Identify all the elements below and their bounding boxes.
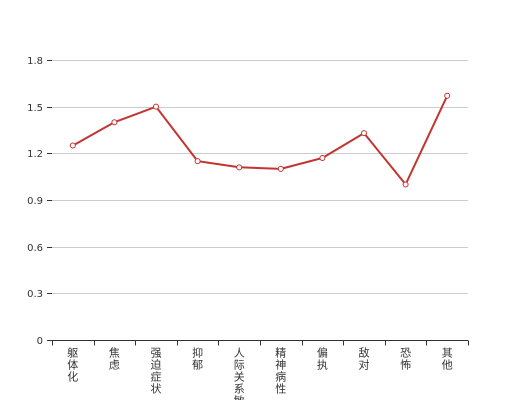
data-point (319, 155, 326, 161)
x-tick-label-char: 焦 (109, 347, 120, 360)
x-tick-label-char: 抑 (192, 346, 203, 360)
x-tick-label: 抑郁 (192, 346, 203, 372)
y-tick-label: 1.2 (27, 149, 43, 160)
y-tick-label: 1.8 (27, 56, 43, 67)
x-tick-label-char: 关 (234, 370, 245, 384)
data-point (69, 142, 76, 149)
x-tick-label-char: 强 (151, 347, 162, 360)
x-tick-label-char: 对 (359, 358, 370, 372)
x-tick-label-char: 病 (275, 370, 286, 384)
data-points (69, 92, 451, 188)
x-tick-label-char: 症 (151, 370, 162, 384)
x-tick-label-char: 敌 (359, 346, 370, 360)
y-tick-label: 0.3 (27, 289, 43, 300)
x-tick-label-char: 虑 (109, 359, 120, 372)
x-tick-label-char: 敏 (234, 394, 245, 400)
y-tick-label: 0.6 (27, 243, 43, 254)
x-tick-label-char: 系 (234, 383, 245, 396)
x-tick-label: 其他 (442, 347, 453, 372)
x-tick-label-char: 偏 (317, 346, 328, 360)
series-layer (72, 95, 449, 186)
y-axis: 0 0.3 0.6 0.9 1.2 1.5 1.8 (27, 56, 52, 347)
x-tick-label-char: 际 (234, 359, 245, 372)
x-tick-label-char: 他 (442, 359, 453, 372)
data-point (444, 92, 451, 99)
x-tick-label-char: 执 (317, 358, 328, 372)
data-point (111, 119, 118, 126)
data-point (194, 158, 201, 165)
x-tick-label-char: 恐 (400, 347, 411, 360)
x-tick-label-char: 迫 (151, 358, 162, 372)
y-tick-label: 0 (37, 336, 43, 347)
x-tick-label-char: 化 (67, 370, 78, 384)
x-tick-label-char: 神 (275, 358, 286, 372)
x-tick-label: 焦虑 (109, 347, 120, 372)
data-point (361, 130, 367, 137)
x-tick-label: 偏执 (317, 346, 328, 372)
y-tick-label: 0.9 (27, 196, 43, 207)
data-point (277, 165, 284, 172)
x-tick-label-char: 其 (442, 347, 453, 360)
x-tick-label-char: 性 (275, 382, 286, 396)
data-point (153, 103, 159, 110)
data-point (236, 164, 243, 171)
x-tick-label-char: 状 (151, 382, 162, 396)
x-tick-label-char: 怖 (400, 358, 411, 372)
x-tick-label: 人际关系敏 (234, 347, 245, 400)
x-tick-label: 敌对 (359, 346, 370, 372)
x-axis: 躯体化焦虑强迫症状抑郁人际关系敏精神病性偏执敌对恐怖其他 (52, 340, 469, 400)
series-line (72, 95, 449, 186)
y-tick-label: 1.5 (27, 103, 43, 114)
x-tick-label: 躯体化 (67, 347, 78, 384)
x-tick-label-char: 精 (275, 347, 286, 360)
data-point (402, 181, 409, 188)
x-tick-label-char: 人 (234, 347, 245, 360)
x-tick-label-char: 体 (67, 358, 78, 372)
x-tick-label-char: 郁 (192, 358, 203, 372)
x-tick-label: 恐怖 (400, 347, 411, 372)
grid-lines (52, 60, 468, 294)
x-tick-label-char: 躯 (67, 347, 78, 360)
